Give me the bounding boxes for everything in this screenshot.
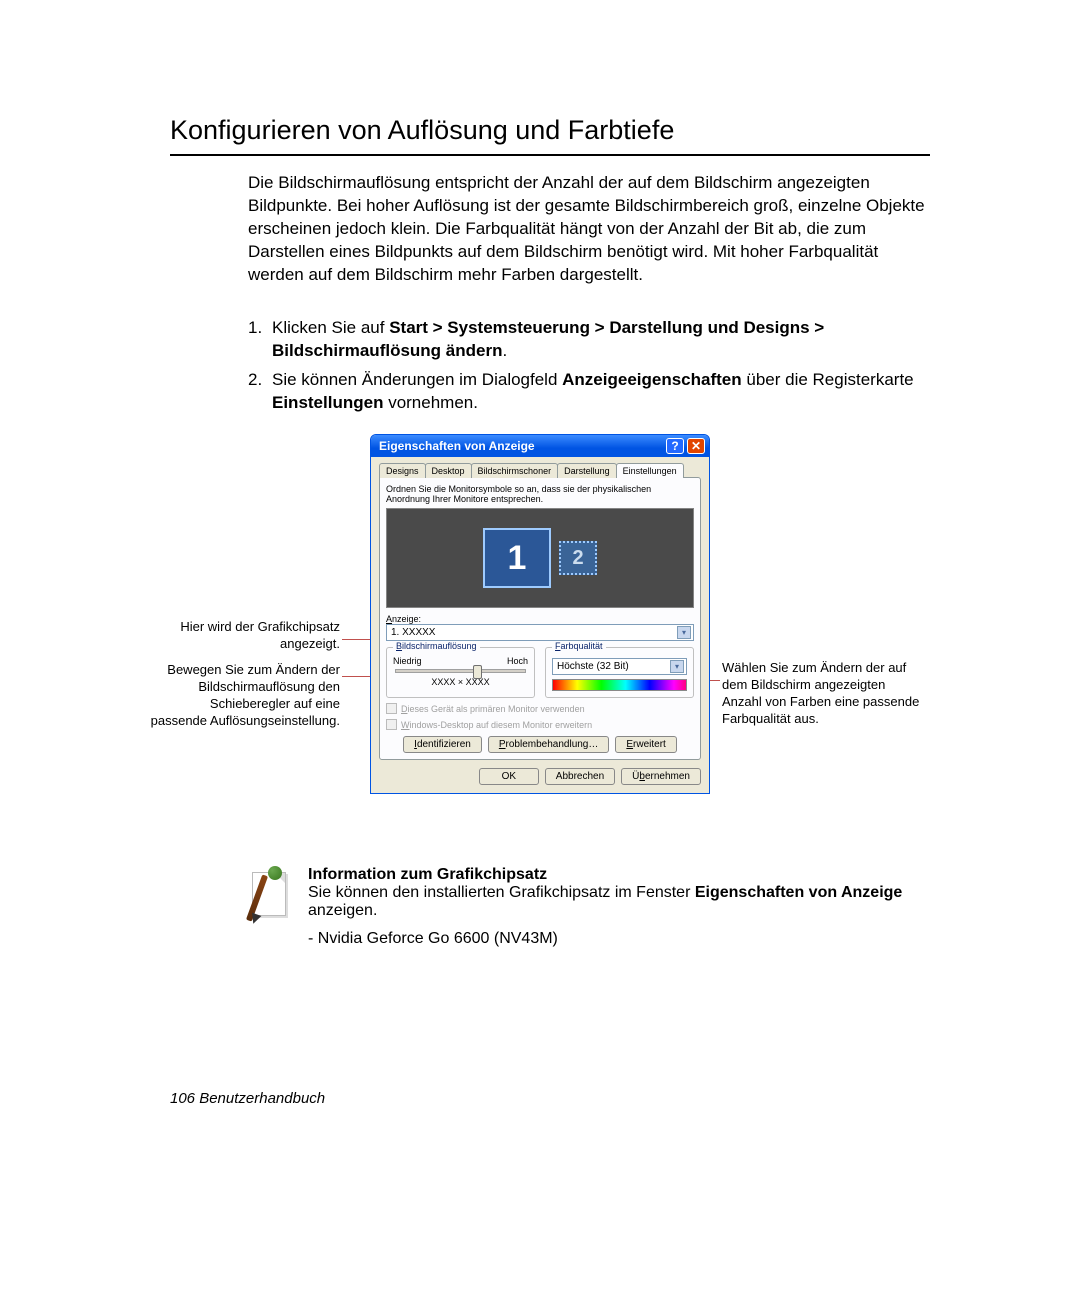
color-spectrum-bar — [552, 679, 687, 691]
help-button[interactable]: ? — [666, 438, 684, 454]
step-number: 1. — [248, 317, 272, 363]
close-button[interactable]: ✕ — [687, 438, 705, 454]
resolution-value: XXXX × XXXX — [393, 677, 528, 687]
intro-paragraph: Die Bildschirmauflösung entspricht der A… — [248, 172, 930, 287]
step-text: vornehmen. — [383, 393, 478, 412]
color-legend: Farbqualität — [552, 641, 606, 651]
checkbox-icon — [386, 703, 397, 714]
dialog-body: Designs Desktop Bildschirmschoner Darste… — [371, 457, 709, 793]
color-dropdown[interactable]: Höchste (32 Bit) ▾ — [552, 658, 687, 675]
titlebar-buttons: ? ✕ — [666, 438, 705, 454]
checkbox-primary-monitor: Dieses Gerät als primären Monitor verwen… — [386, 703, 694, 714]
tab-panel: Ordnen Sie die Monitorsymbole so an, das… — [379, 477, 701, 760]
dialog-title: Eigenschaften von Anzeige — [379, 439, 535, 453]
checkbox-label: Windows-Desktop auf diesem Monitor erwei… — [401, 720, 592, 730]
tab-designs[interactable]: Designs — [379, 463, 426, 478]
slider-high-label: Hoch — [507, 656, 528, 666]
steps-list: 1. Klicken Sie auf Start > Systemsteueru… — [248, 317, 930, 415]
monitor-2[interactable]: 2 — [559, 541, 597, 575]
panel-button-row: Identifizieren Problembehandlung… Erweit… — [386, 736, 694, 753]
chevron-down-icon: ▾ — [670, 660, 684, 673]
monitor-arrangement[interactable]: 1 2 — [386, 508, 694, 608]
tab-desktop[interactable]: Desktop — [425, 463, 472, 478]
monitor-1[interactable]: 1 — [483, 528, 551, 588]
dialog-button-row: OK Abbrechen Übernehmen — [379, 768, 701, 785]
slider-labels: Niedrig Hoch — [393, 656, 528, 666]
anzeige-label: AAnzeige:nzeige: — [386, 614, 694, 624]
callout-graphics-chipset: Hier wird der Grafikchipsatz angezeigt. — [150, 619, 340, 653]
page-footer: 106 Benutzerhandbuch — [170, 1090, 325, 1107]
tabs: Designs Desktop Bildschirmschoner Darste… — [379, 463, 701, 478]
resolution-fieldset: Bildschirmauflösung Niedrig Hoch XXXX × … — [386, 647, 535, 698]
instruction-text: Ordnen Sie die Monitorsymbole so an, das… — [386, 484, 694, 504]
step-bold: Anzeigeeigenschaften — [562, 370, 742, 389]
color-dropdown-value: Höchste (32 Bit) — [557, 661, 629, 672]
note-icon — [248, 866, 292, 922]
resolution-slider[interactable] — [395, 669, 526, 673]
ok-button[interactable]: OK — [479, 768, 539, 785]
info-line: Sie können den installierten Grafikchips… — [308, 884, 930, 920]
settings-columns: Bildschirmauflösung Niedrig Hoch XXXX × … — [386, 647, 694, 698]
info-heading: Information zum Grafikchipsatz — [308, 866, 930, 884]
step-number: 2. — [248, 369, 272, 415]
callout-resolution-slider: Bewegen Sie zum Ändern der Bildschirmauf… — [150, 662, 340, 730]
figure-wrap: Hier wird der Grafikchipsatz angezeigt. … — [170, 434, 930, 834]
page-content: Konfigurieren von Auflösung und Farbtief… — [170, 115, 930, 948]
info-box: Information zum Grafikchipsatz Sie könne… — [248, 866, 930, 948]
info-body: Information zum Grafikchipsatz Sie könne… — [308, 866, 930, 948]
info-text: Sie können den installierten Grafikchips… — [308, 884, 695, 901]
cancel-button[interactable]: Abbrechen — [545, 768, 615, 785]
step-text: Klicken Sie auf — [272, 318, 389, 337]
tab-screensaver[interactable]: Bildschirmschoner — [471, 463, 559, 478]
resolution-legend: Bildschirmauflösung — [393, 641, 480, 651]
section-title: Konfigurieren von Auflösung und Farbtief… — [170, 115, 930, 156]
step-1: 1. Klicken Sie auf Start > Systemsteueru… — [248, 317, 930, 363]
note-pencil-tip — [249, 913, 262, 926]
display-dropdown[interactable]: 1. XXXXX ▾ — [386, 624, 694, 641]
checkbox-icon — [386, 719, 397, 730]
step-bold: Einstellungen — [272, 393, 383, 412]
tab-einstellungen[interactable]: Einstellungen — [616, 463, 684, 478]
dialog-titlebar[interactable]: Eigenschaften von Anzeige ? ✕ — [371, 435, 709, 457]
step-2: 2. Sie können Änderungen im Dialogfeld A… — [248, 369, 930, 415]
info-text: anzeigen. — [308, 902, 377, 919]
advanced-button[interactable]: Erweitert — [615, 736, 676, 753]
checkbox-extend-desktop: Windows-Desktop auf diesem Monitor erwei… — [386, 719, 694, 730]
step-body: Klicken Sie auf Start > Systemsteuerung … — [272, 317, 930, 363]
step-text: . — [502, 341, 507, 360]
slider-low-label: Niedrig — [393, 656, 422, 666]
step-body: Sie können Änderungen im Dialogfeld Anze… — [272, 369, 930, 415]
info-bold: Eigenschaften von Anzeige — [695, 884, 902, 901]
apply-button[interactable]: Übernehmen — [621, 768, 701, 785]
info-chip: - Nvidia Geforce Go 6600 (NV43M) — [308, 930, 930, 948]
troubleshoot-button[interactable]: Problembehandlung… — [488, 736, 610, 753]
tab-darstellung[interactable]: Darstellung — [557, 463, 617, 478]
display-properties-dialog: Eigenschaften von Anzeige ? ✕ Designs De… — [370, 434, 710, 794]
step-text: Sie können Änderungen im Dialogfeld — [272, 370, 562, 389]
step-text: über die Registerkarte — [742, 370, 914, 389]
checkbox-label: Dieses Gerät als primären Monitor verwen… — [401, 704, 585, 714]
identify-button[interactable]: Identifizieren — [403, 736, 482, 753]
slider-thumb[interactable] — [473, 665, 482, 679]
chevron-down-icon: ▾ — [677, 626, 691, 639]
callout-color-quality: Wählen Sie zum Ändern der auf dem Bildsc… — [722, 660, 922, 728]
display-dropdown-value: 1. XXXXX — [391, 627, 435, 638]
color-fieldset: Farbqualität Höchste (32 Bit) ▾ — [545, 647, 694, 698]
